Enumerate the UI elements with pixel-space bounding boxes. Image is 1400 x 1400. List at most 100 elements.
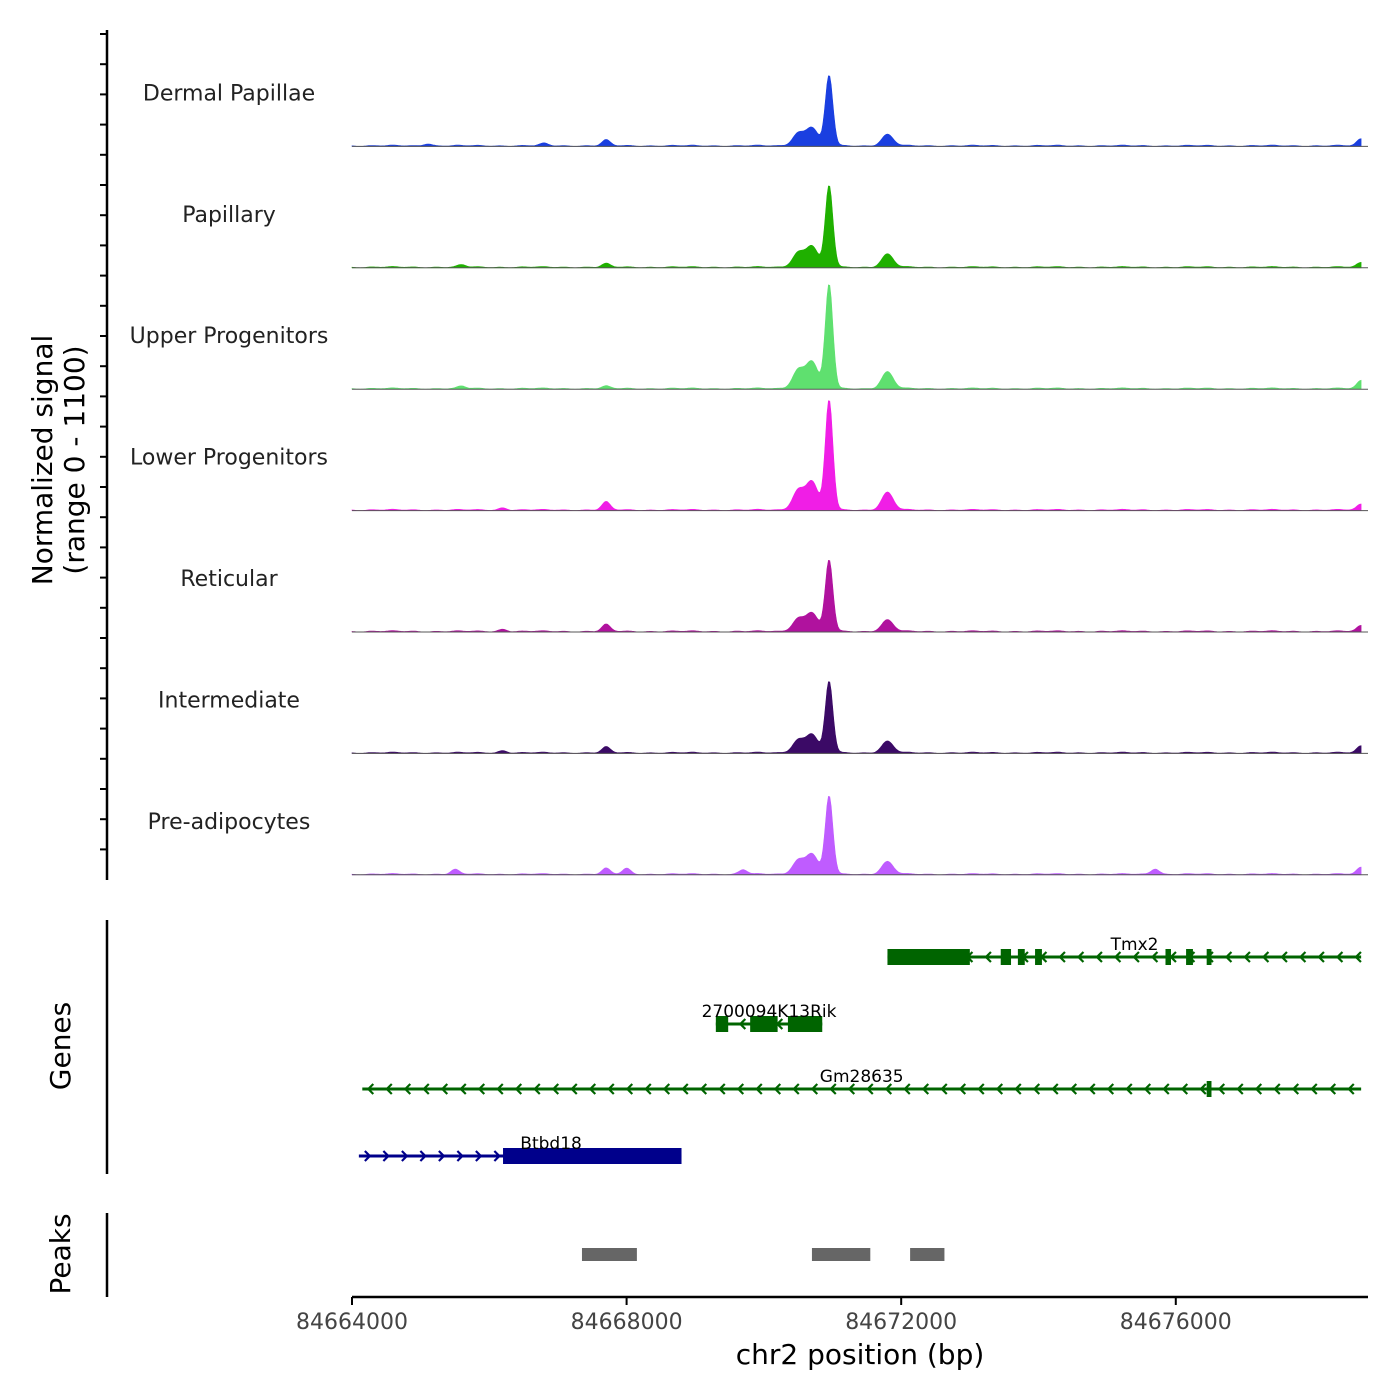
strand-arrow bbox=[1298, 951, 1307, 963]
gene-btbd18: Btbd18 bbox=[358, 1134, 682, 1164]
strand-arrow bbox=[477, 1083, 486, 1095]
peak-region bbox=[910, 1248, 945, 1261]
strand-arrow bbox=[1291, 1083, 1300, 1095]
strand-arrow bbox=[570, 1083, 578, 1095]
gene-2700094k13rik: 2700094K13Rik bbox=[702, 1002, 837, 1032]
track-label: Upper Progenitors bbox=[130, 324, 329, 349]
strand-arrow bbox=[1354, 951, 1362, 963]
strand-arrow bbox=[1199, 1083, 1207, 1095]
track-upper-progenitors: Upper Progenitors bbox=[130, 284, 1368, 390]
track-pre-adipocytes: Pre-adipocytes bbox=[148, 796, 1368, 876]
strand-arrow bbox=[419, 1150, 427, 1162]
coverage-area bbox=[351, 559, 1362, 633]
strand-arrow bbox=[440, 1083, 449, 1095]
track-label: Papillary bbox=[182, 203, 276, 228]
strand-arrow bbox=[493, 1150, 501, 1162]
strand-arrow bbox=[1069, 1083, 1078, 1095]
coverage-area bbox=[351, 75, 1362, 147]
strand-arrow bbox=[1243, 951, 1251, 963]
gene-label: Gm28635 bbox=[820, 1067, 904, 1087]
strand-arrow bbox=[1335, 951, 1344, 963]
strand-arrow bbox=[1032, 1083, 1041, 1095]
strand-arrow bbox=[681, 1083, 689, 1095]
strand-arrow bbox=[475, 1150, 483, 1162]
strand-arrow bbox=[1236, 1083, 1244, 1095]
exon bbox=[1206, 1081, 1212, 1097]
coverage-tracks: Dermal Papillae Papillary Upper Progenitor… bbox=[130, 75, 1368, 876]
strand-arrow bbox=[662, 1083, 671, 1095]
strand-arrow bbox=[551, 1083, 560, 1095]
coverage-area bbox=[351, 400, 1362, 511]
gene-gm28635: Gm28635 bbox=[362, 1067, 1362, 1097]
strand-arrow bbox=[438, 1150, 446, 1162]
strand-arrow bbox=[364, 1150, 372, 1162]
strand-arrow bbox=[1014, 1083, 1022, 1095]
strand-arrow bbox=[401, 1150, 409, 1162]
exon bbox=[503, 1148, 682, 1164]
exon bbox=[1000, 949, 1012, 965]
strand-arrow bbox=[403, 1083, 412, 1095]
track-label: Lower Progenitors bbox=[130, 446, 328, 471]
strand-arrow bbox=[496, 1083, 504, 1095]
track-lower-progenitors: Lower Progenitors bbox=[130, 400, 1368, 512]
strand-arrow bbox=[1088, 1083, 1096, 1095]
strand-arrow bbox=[644, 1083, 652, 1095]
exon bbox=[1206, 949, 1212, 965]
strand-arrow bbox=[829, 1083, 837, 1095]
gene-label: Tmx2 bbox=[1110, 935, 1159, 955]
strand-arrow bbox=[382, 1150, 390, 1162]
coverage-area bbox=[351, 681, 1362, 754]
track-label: Pre-adipocytes bbox=[148, 810, 311, 835]
strand-arrow bbox=[607, 1083, 615, 1095]
strand-arrow bbox=[1125, 1083, 1133, 1095]
x-tick-label: 84676000 bbox=[1120, 1310, 1232, 1335]
strand-arrow bbox=[456, 1150, 464, 1162]
strand-arrow bbox=[366, 1083, 375, 1095]
y-axis-label-line1: Normalized signal bbox=[26, 335, 59, 586]
strand-arrow bbox=[984, 951, 992, 963]
strand-arrow bbox=[1347, 1083, 1355, 1095]
strand-arrow bbox=[1058, 951, 1066, 963]
strand-arrow bbox=[1254, 1083, 1263, 1095]
x-axis-label: chr2 position (bp) bbox=[736, 1338, 985, 1371]
track-dermal-papillae: Dermal Papillae bbox=[143, 75, 1368, 147]
y-axis-label-line2: (range 0 - 1100) bbox=[58, 345, 91, 574]
strand-arrow bbox=[866, 1083, 874, 1095]
coverage-area bbox=[351, 796, 1362, 876]
strand-arrow bbox=[1143, 1083, 1152, 1095]
strand-arrow bbox=[1095, 951, 1103, 963]
strand-arrow bbox=[1310, 1083, 1318, 1095]
strand-arrow bbox=[736, 1083, 745, 1095]
strand-arrow bbox=[977, 1083, 985, 1095]
coverage-area bbox=[351, 284, 1362, 390]
strand-arrow bbox=[1273, 1083, 1281, 1095]
track-label: Reticular bbox=[180, 567, 278, 592]
strand-arrow bbox=[718, 1083, 726, 1095]
coverage-area bbox=[351, 185, 1362, 269]
strand-arrow bbox=[588, 1083, 597, 1095]
strand-arrow bbox=[958, 1083, 967, 1095]
strand-arrow bbox=[1180, 1083, 1189, 1095]
exon bbox=[787, 1016, 823, 1032]
peak-region bbox=[811, 1248, 871, 1261]
exon bbox=[715, 1016, 729, 1032]
strand-arrow bbox=[738, 1018, 747, 1030]
exon bbox=[1186, 949, 1193, 965]
gene-label: Btbd18 bbox=[520, 1134, 582, 1154]
strand-arrow bbox=[1150, 951, 1159, 963]
strand-arrow bbox=[1162, 1083, 1170, 1095]
strand-arrow bbox=[1051, 1083, 1059, 1095]
strand-arrow bbox=[792, 1083, 800, 1095]
strand-arrow bbox=[921, 1083, 930, 1095]
strand-arrow bbox=[847, 1083, 856, 1095]
gene-tmx2: Tmx2 bbox=[887, 935, 1362, 965]
strand-arrow bbox=[884, 1083, 893, 1095]
left-axes bbox=[100, 30, 109, 1297]
strand-arrow bbox=[1224, 951, 1233, 963]
track-papillary: Papillary bbox=[182, 185, 1368, 269]
strand-arrow bbox=[699, 1083, 708, 1095]
strand-arrow bbox=[625, 1083, 634, 1095]
strand-arrow bbox=[995, 1083, 1004, 1095]
strand-arrow bbox=[755, 1083, 763, 1095]
